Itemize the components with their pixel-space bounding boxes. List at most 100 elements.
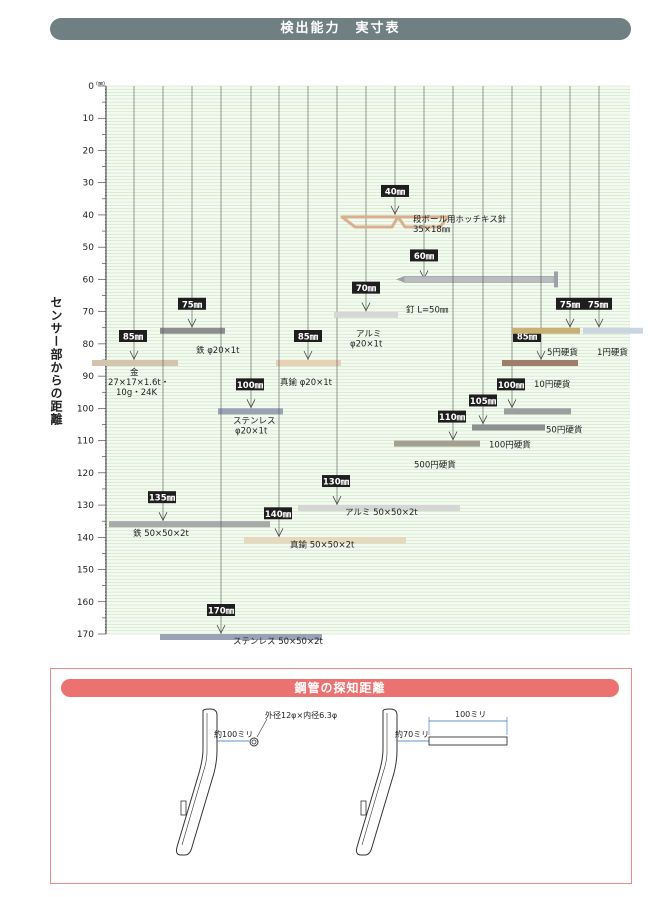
- y-tick-label: 20: [83, 146, 95, 156]
- arrow-head: [303, 350, 313, 360]
- object-label: 鉄 50×50×2t: [133, 528, 189, 539]
- object-label: 真鍮 φ20×1t: [280, 377, 333, 388]
- y-tick-label: 0: [88, 82, 94, 92]
- object-bar: [512, 327, 580, 334]
- sensor-right: [356, 708, 398, 856]
- object-label: 27×17×1.6t・: [108, 378, 169, 388]
- object-label: 10g・24K: [116, 388, 158, 398]
- pipe-spec-label: 外径12φ×内径6.3φ: [265, 711, 338, 720]
- value-badge-text: 60㎜: [414, 252, 435, 262]
- value-badge: [556, 297, 584, 310]
- pipe-detection-section: 鋼管の探知距離 約100ミリ 外径12φ×内径6.3φ 約70ミリ 100ミリ: [50, 668, 632, 884]
- object-bar: [504, 408, 571, 415]
- pipe-diagram: [176, 708, 508, 856]
- arrow-head: [158, 511, 168, 522]
- value-badge: [322, 475, 350, 488]
- object-label: ステンレス 50×50×2t: [233, 637, 323, 647]
- arrow-head: [216, 624, 226, 634]
- y-tick-label: 170: [77, 630, 94, 640]
- object-bar: [394, 440, 480, 447]
- y-tick-label: 110: [77, 437, 94, 447]
- object-label: 段ボール用ホッチキス針: [413, 214, 507, 225]
- value-badge: [438, 410, 466, 423]
- object-label: 釘 L=50㎜: [406, 304, 449, 315]
- nail-shaft: [403, 276, 555, 283]
- object-label: 100円硬貨: [489, 439, 531, 450]
- value-badge: [236, 378, 264, 391]
- pipe-section-title: 鋼管の探知距離: [294, 681, 386, 695]
- value-badge-text: 85㎜: [298, 333, 319, 343]
- value-badge: [294, 330, 322, 342]
- staple-shape: [340, 215, 450, 229]
- y-tick-label: 90: [83, 372, 95, 382]
- detection-chart: 0 10 20 30 40 50 60 70 80 90 100 110 120 130 140 150 160…: [77, 81, 643, 647]
- value-badge: [264, 507, 292, 520]
- page-title: 検出能力 実寸表: [280, 21, 401, 36]
- y-tick-label: 40: [83, 211, 95, 221]
- y-unit-label: (㎜): [96, 81, 105, 87]
- y-tick-label: 150: [77, 566, 94, 576]
- object-label: 500円硬貨: [414, 460, 456, 471]
- object-label: アルミ 50×50×2t: [345, 508, 418, 518]
- object-label: 鉄 φ20×1t: [196, 345, 240, 356]
- arrow-head: [536, 350, 546, 360]
- y-tick-label: 80: [83, 340, 95, 350]
- object-label: 1円硬貨: [597, 347, 628, 358]
- arrow-head: [187, 318, 197, 328]
- y-tick-label: 60: [83, 275, 95, 285]
- y-axis-label: センサー部からの距離: [49, 296, 63, 426]
- object-label: 5円硬貨: [547, 347, 578, 358]
- object-label: ステンレス: [233, 416, 276, 426]
- value-badge: [584, 297, 612, 310]
- value-badge-text: 135㎜: [149, 494, 176, 504]
- value-badge-text: 110㎜: [439, 413, 466, 423]
- sensor-left: [176, 708, 218, 856]
- y-tick-label: 130: [77, 501, 94, 511]
- object-bar: [472, 424, 545, 431]
- nail-head: [554, 271, 558, 288]
- value-badge-text: 75㎜: [588, 300, 609, 310]
- value-badge-text: 40㎜: [385, 187, 406, 197]
- y-tick-label: 10: [83, 114, 95, 124]
- object-bar: [92, 360, 178, 366]
- arrow-head: [274, 528, 284, 538]
- object-label: 10円硬貨: [534, 379, 571, 390]
- left-distance-label: 約100ミリ: [214, 730, 254, 739]
- object-label: 50円硬貨: [546, 424, 583, 435]
- object-bar: [276, 360, 341, 366]
- value-badge-text: 140㎜: [265, 510, 292, 520]
- object-bar: [298, 505, 460, 512]
- arrow-head: [246, 399, 256, 409]
- nail-tip: [396, 276, 404, 283]
- value-badge-text: 100㎜: [498, 381, 525, 391]
- y-tick-label: 140: [77, 533, 94, 543]
- value-badge-text: 75㎜: [560, 300, 581, 310]
- object-label: φ20×1t: [235, 426, 268, 436]
- arrow-head: [332, 495, 342, 505]
- pipe-length-label: 100ミリ: [455, 710, 487, 719]
- value-badge: [497, 378, 525, 391]
- y-tick-label: 70: [83, 308, 95, 318]
- object-bar: [583, 327, 643, 334]
- value-badge-text: 70㎜: [356, 284, 377, 294]
- value-badge: [207, 604, 235, 616]
- object-label: φ20×1t: [350, 340, 383, 350]
- arrow-head: [390, 205, 400, 215]
- y-tick-label: 120: [77, 469, 94, 479]
- y-tick-label: 100: [77, 404, 94, 414]
- object-bar: [334, 311, 398, 318]
- value-badge-text: 105㎜: [470, 397, 497, 407]
- object-bar: [160, 327, 225, 334]
- value-badge: [469, 394, 497, 407]
- object-label: 真鍮 50×50×2t: [290, 539, 355, 550]
- arrow-head: [478, 415, 488, 425]
- value-badge: [178, 297, 206, 310]
- arrow-head: [361, 302, 371, 312]
- value-badge: [352, 281, 380, 294]
- pipe-section-header: 鋼管の探知距離: [61, 679, 619, 697]
- arrow-head: [448, 431, 458, 441]
- object-bar: [160, 634, 322, 640]
- title-bar: 検出能力 実寸表: [50, 18, 631, 40]
- object-bar: [502, 360, 578, 366]
- pipe-side-view: [428, 736, 508, 746]
